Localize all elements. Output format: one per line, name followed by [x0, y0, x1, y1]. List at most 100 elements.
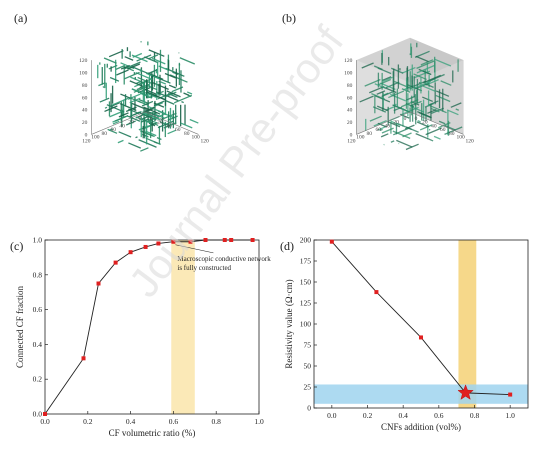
- fiber: [371, 93, 386, 100]
- y-tick-label: 100: [356, 135, 365, 141]
- x-axis-label: CF volumetric ratio (%): [109, 428, 196, 438]
- horizontal-highlight-band: [314, 384, 528, 404]
- fiber: [119, 110, 123, 113]
- z-tick-label: 40: [347, 108, 353, 114]
- panel-label-b: (b): [282, 11, 296, 25]
- fiber: [429, 73, 445, 82]
- z-tick-label: 80: [347, 83, 353, 89]
- fiber: [131, 66, 149, 75]
- fiber: [167, 129, 176, 135]
- fiber: [144, 56, 159, 64]
- z-tick-label: 120: [344, 58, 353, 64]
- x-axis-line: [144, 111, 199, 135]
- fiber: [427, 137, 434, 142]
- y-tick-label: 60: [110, 127, 116, 133]
- fiber: [168, 84, 176, 89]
- y-tick-label: 0.2: [33, 375, 43, 384]
- x-tick-label: 0.8: [470, 411, 480, 420]
- z-tick-label: 20: [82, 120, 88, 126]
- fiber: [128, 96, 142, 103]
- fiber: [155, 91, 165, 97]
- fiber: [180, 122, 193, 129]
- x-tick-label: 0.0: [40, 417, 50, 426]
- fiber: [108, 50, 124, 58]
- fiber: [158, 110, 175, 119]
- fiber: [166, 90, 181, 98]
- fiber: [404, 124, 415, 130]
- fiber: [181, 101, 184, 104]
- y-tick-label: 40: [384, 123, 390, 129]
- y-axis-label: Resistivity value (Ω·cm): [284, 279, 294, 368]
- fiber: [427, 108, 437, 114]
- fiber: [381, 91, 393, 98]
- fiber: [359, 95, 374, 103]
- data-point: [203, 238, 208, 242]
- fiber: [419, 124, 433, 131]
- fiber: [377, 125, 387, 131]
- x-tick-label: 100: [457, 135, 466, 141]
- y-tick-label: 120: [347, 138, 356, 144]
- fiber: [138, 139, 157, 148]
- panel-label-a: (a): [14, 11, 27, 25]
- data-point: [229, 238, 234, 242]
- fiber: [136, 54, 152, 62]
- x-tick-label: 1.0: [505, 411, 515, 420]
- x-tick-label: 60: [175, 127, 181, 133]
- data-point: [113, 260, 118, 265]
- fiber: [422, 85, 436, 92]
- fiber: [380, 133, 389, 138]
- fiber: [376, 105, 389, 112]
- fiber: [173, 94, 193, 104]
- fiber: [438, 120, 446, 125]
- x-tick-label: 120: [200, 138, 209, 144]
- fiber: [118, 131, 132, 138]
- fiber: [131, 54, 148, 63]
- fiber: [450, 102, 462, 108]
- fiber: [172, 71, 179, 76]
- fiber: [433, 58, 452, 67]
- z-tick-label: 60: [347, 95, 353, 101]
- fiber: [117, 139, 124, 144]
- fiber: [152, 94, 166, 101]
- x-tick-label: 80: [449, 131, 455, 137]
- fiber: [381, 76, 392, 82]
- x-tick-label: 0: [415, 116, 418, 122]
- data-point: [128, 250, 133, 255]
- fiber: [381, 127, 394, 134]
- y-tick-label: 0: [404, 116, 407, 122]
- fiber: [369, 85, 385, 94]
- fiber: [415, 55, 429, 63]
- data-point: [171, 239, 176, 244]
- plot-frame: [44, 239, 260, 415]
- fiber: [124, 56, 134, 61]
- x-tick-label: 0: [150, 116, 153, 122]
- highlight-band: [171, 240, 195, 414]
- x-tick-label: 0.8: [212, 417, 222, 426]
- y-axis-line: [91, 111, 146, 135]
- fiber: [148, 49, 165, 57]
- x-tick-label: 40: [166, 123, 172, 129]
- fiber: [147, 90, 164, 99]
- fiber: [103, 57, 117, 64]
- panel-label-d: (d): [280, 239, 294, 253]
- fiber: [156, 112, 167, 118]
- data-point: [156, 241, 161, 246]
- y-tick-label: 50: [304, 362, 312, 371]
- fiber: [189, 118, 199, 124]
- plot-frame: [313, 239, 529, 409]
- fiber: [394, 103, 397, 106]
- fiber: [153, 100, 165, 107]
- fiber: [158, 77, 171, 84]
- annotation-text: is fully constructed: [177, 264, 231, 272]
- x-tick-label: 120: [465, 138, 474, 144]
- fiber: [437, 122, 451, 129]
- z-tick-label: 80: [82, 83, 88, 89]
- x-tick-label: 20: [157, 120, 163, 126]
- data-point: [81, 356, 86, 361]
- fiber: [435, 94, 451, 103]
- fiber: [379, 128, 383, 131]
- fiber: [153, 102, 165, 108]
- y-axis-line: [356, 111, 411, 135]
- fiber: [179, 57, 196, 65]
- data-point: [188, 239, 193, 244]
